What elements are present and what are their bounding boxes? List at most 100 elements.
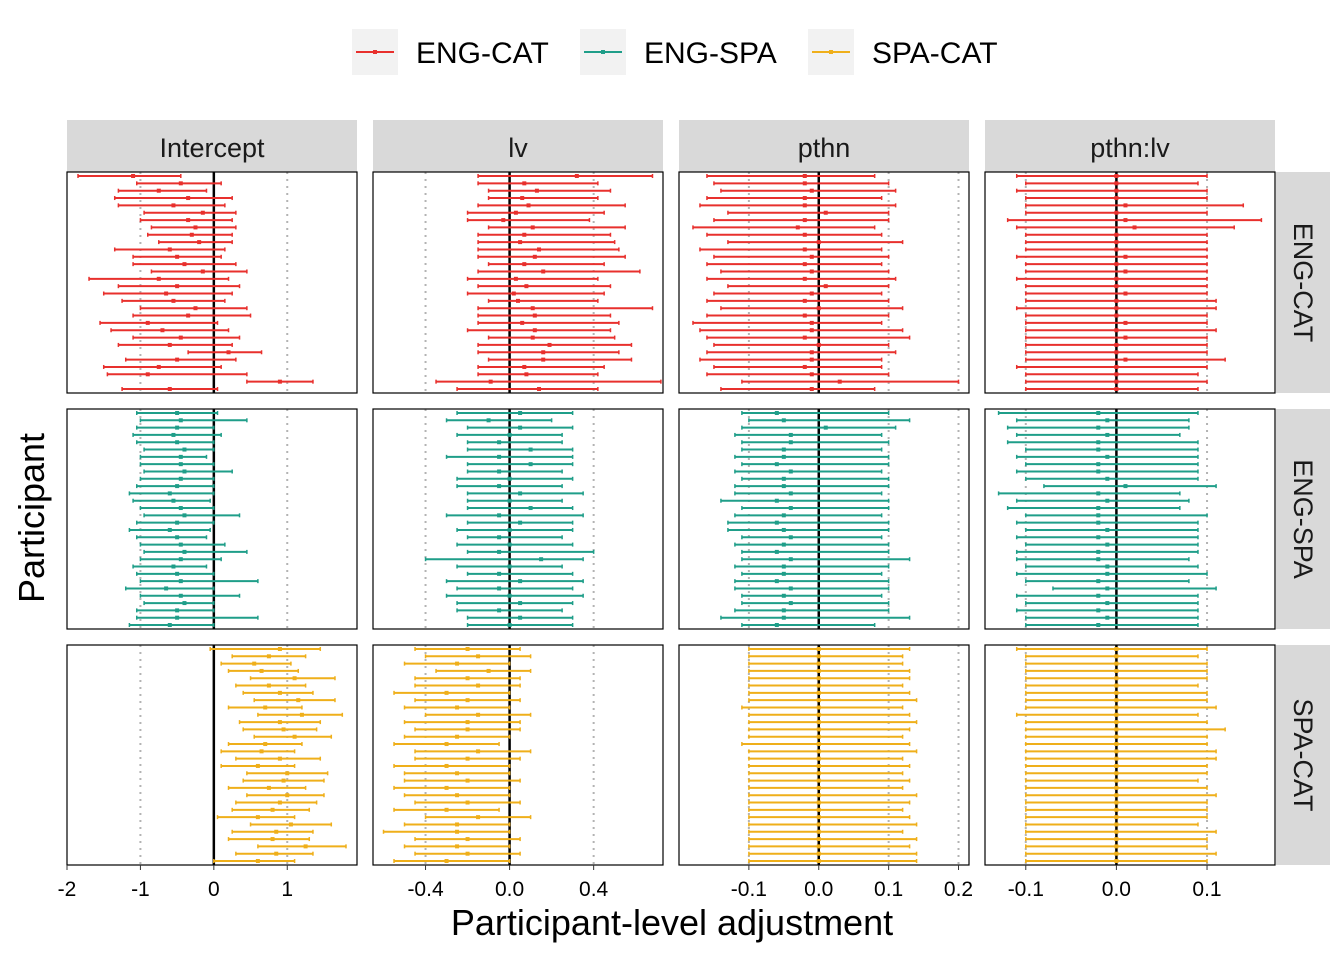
x-tick-label: 0.0 bbox=[804, 878, 833, 901]
estimate-point bbox=[476, 654, 481, 659]
legend-key-point bbox=[601, 50, 605, 54]
estimate-point bbox=[809, 320, 814, 325]
estimate-point bbox=[175, 254, 180, 259]
estimate-point bbox=[1114, 749, 1119, 754]
estimate-point bbox=[186, 218, 191, 223]
estimate-point bbox=[802, 196, 807, 201]
estimate-point bbox=[476, 749, 481, 754]
estimate-point bbox=[518, 579, 523, 584]
estimate-point bbox=[255, 763, 260, 768]
estimate-point bbox=[809, 188, 814, 193]
estimate-point bbox=[518, 601, 523, 606]
estimate-point bbox=[774, 623, 779, 627]
x-tick-label: 0.4 bbox=[579, 878, 609, 901]
estimate-point bbox=[816, 800, 821, 805]
estimate-point bbox=[1114, 298, 1119, 303]
estimate-point bbox=[522, 232, 527, 237]
estimate-point bbox=[574, 174, 579, 178]
estimate-point bbox=[175, 411, 180, 415]
estimate-point bbox=[1096, 513, 1101, 518]
estimate-point bbox=[263, 705, 268, 710]
estimate-point bbox=[1123, 320, 1128, 325]
x-tick-label: -0.4 bbox=[407, 878, 444, 901]
estimate-point bbox=[255, 815, 260, 820]
estimate-point bbox=[455, 844, 460, 849]
estimate-point bbox=[522, 181, 527, 186]
legend-item: SPA-CAT bbox=[808, 29, 998, 75]
estimate-point bbox=[774, 411, 779, 415]
estimate-point bbox=[288, 822, 293, 827]
estimate-point bbox=[277, 720, 282, 725]
estimate-point bbox=[178, 579, 183, 584]
estimate-point bbox=[837, 379, 842, 384]
estimate-point bbox=[1105, 601, 1110, 606]
estimate-point bbox=[497, 484, 502, 489]
legend-label: SPA-CAT bbox=[872, 37, 998, 70]
estimate-point bbox=[781, 564, 786, 569]
estimate-point bbox=[476, 815, 481, 820]
estimate-point bbox=[1114, 196, 1119, 201]
estimate-point bbox=[1114, 188, 1119, 193]
estimate-point bbox=[178, 557, 183, 562]
estimate-point bbox=[1114, 328, 1119, 333]
estimate-point bbox=[518, 615, 523, 620]
estimate-point bbox=[788, 469, 793, 474]
estimate-point bbox=[1096, 506, 1101, 511]
estimate-point bbox=[270, 807, 275, 812]
panel bbox=[66, 171, 358, 394]
estimate-point bbox=[816, 771, 821, 776]
estimate-point bbox=[465, 837, 470, 842]
legend-label: ENG-CAT bbox=[416, 37, 549, 70]
estimate-point bbox=[145, 320, 150, 325]
estimate-point bbox=[1114, 815, 1119, 820]
estimate-point bbox=[1123, 357, 1128, 362]
row-strip bbox=[1276, 409, 1330, 629]
estimate-point bbox=[1114, 720, 1119, 725]
estimate-point bbox=[296, 698, 301, 703]
estimate-point bbox=[816, 668, 821, 673]
estimate-point bbox=[816, 306, 821, 311]
estimate-point bbox=[145, 372, 150, 377]
estimate-point bbox=[465, 647, 470, 651]
estimate-point bbox=[816, 342, 821, 347]
estimate-point bbox=[167, 527, 172, 532]
estimate-point bbox=[507, 564, 512, 569]
estimate-point bbox=[1123, 484, 1128, 489]
estimate-point bbox=[175, 284, 180, 289]
estimate-point bbox=[488, 379, 493, 384]
estimate-point bbox=[1114, 851, 1119, 856]
estimate-point bbox=[781, 615, 786, 620]
panel bbox=[372, 644, 664, 866]
estimate-point bbox=[1114, 262, 1119, 267]
panel-border bbox=[984, 644, 1276, 866]
estimate-point bbox=[781, 476, 786, 481]
estimate-point bbox=[277, 756, 282, 761]
estimate-point bbox=[774, 579, 779, 584]
estimate-point bbox=[455, 793, 460, 798]
estimate-point bbox=[1096, 549, 1101, 554]
estimate-point bbox=[501, 218, 506, 223]
estimate-point bbox=[1123, 269, 1128, 274]
estimate-point bbox=[539, 557, 544, 562]
estimate-point bbox=[816, 822, 821, 827]
estimate-point bbox=[1114, 705, 1119, 710]
panel bbox=[66, 408, 358, 630]
estimate-point bbox=[444, 859, 449, 863]
estimate-point bbox=[532, 254, 537, 259]
estimate-point bbox=[528, 506, 533, 511]
estimate-point bbox=[788, 491, 793, 496]
estimate-point bbox=[274, 829, 279, 834]
estimate-point bbox=[455, 822, 460, 827]
estimate-point bbox=[528, 462, 533, 467]
estimate-point bbox=[171, 298, 176, 303]
estimate-point bbox=[537, 247, 542, 252]
estimate-point bbox=[178, 454, 183, 459]
estimate-point bbox=[178, 476, 183, 481]
estimate-point bbox=[774, 520, 779, 525]
estimate-point bbox=[1114, 859, 1119, 863]
estimate-point bbox=[1114, 837, 1119, 842]
x-tick-label: -0.1 bbox=[731, 878, 767, 901]
estimate-point bbox=[1105, 571, 1110, 576]
estimate-point bbox=[465, 800, 470, 805]
estimate-point bbox=[285, 793, 290, 798]
